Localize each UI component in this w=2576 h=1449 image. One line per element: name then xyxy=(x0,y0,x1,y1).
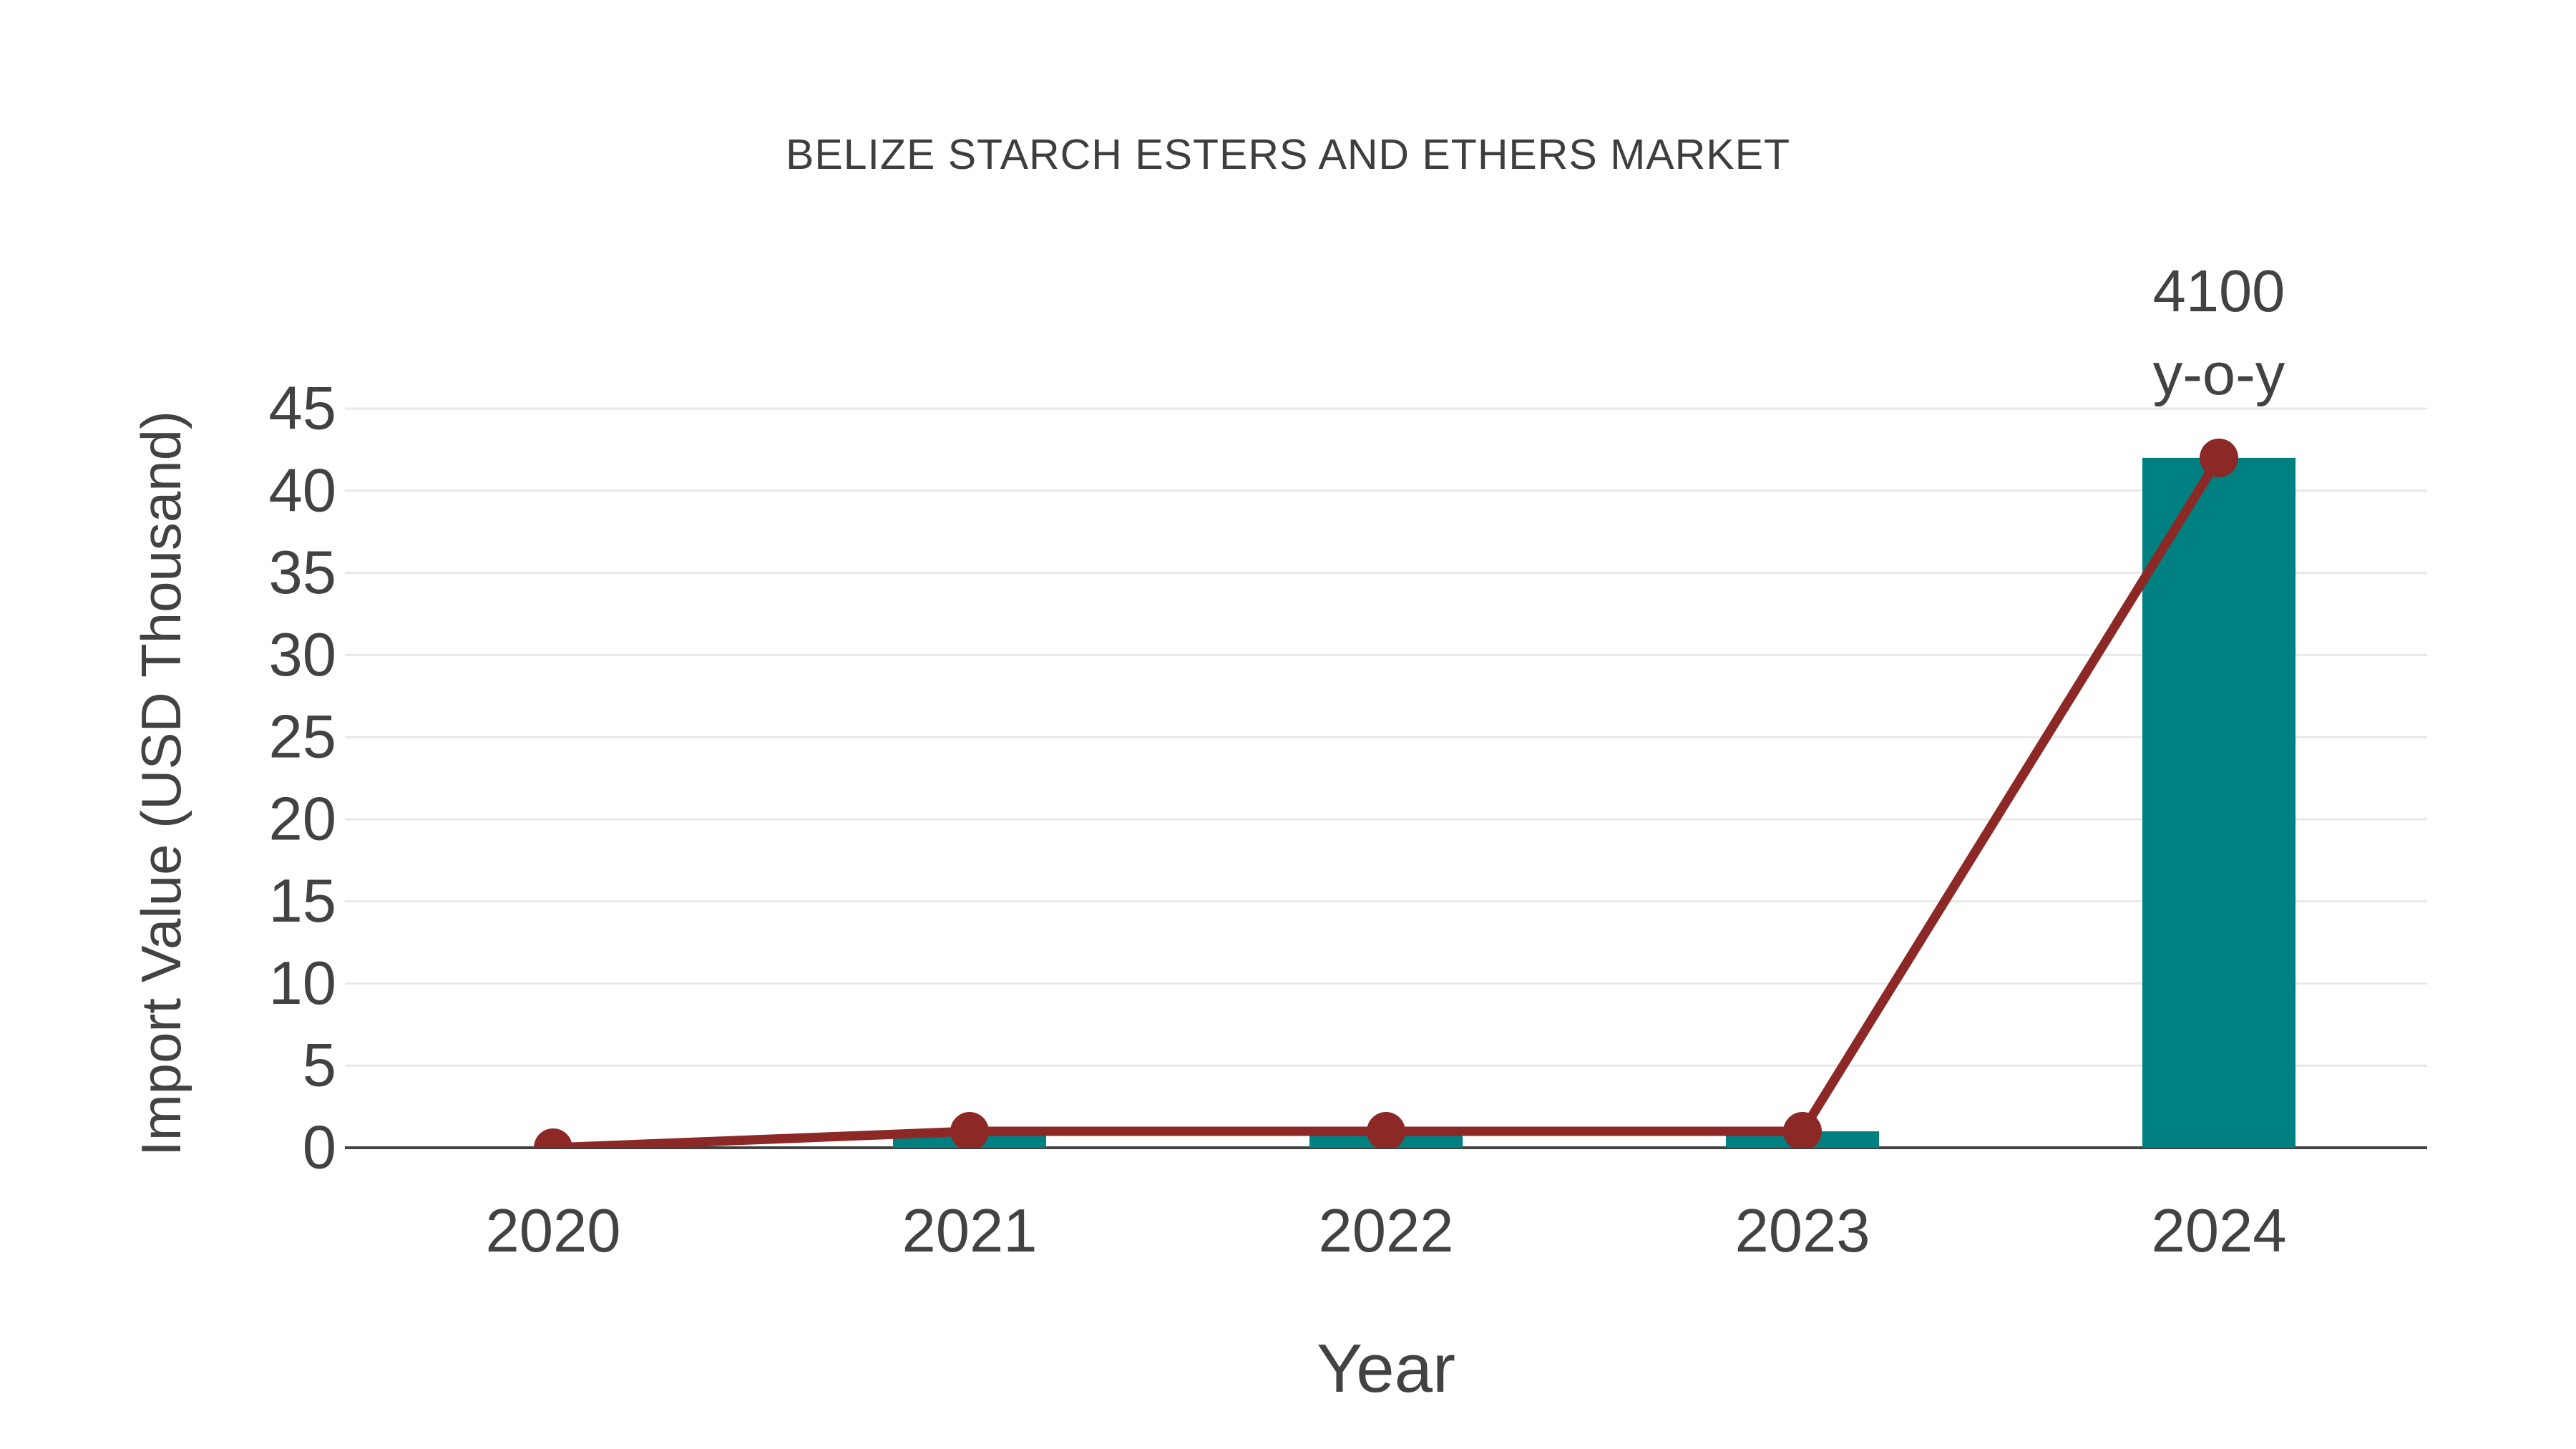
y-tick-label-10: 10 xyxy=(268,950,336,1018)
y-tick-label-20: 20 xyxy=(268,785,336,853)
y-tick-label-15: 15 xyxy=(268,867,336,935)
y-tick-label-45: 45 xyxy=(268,375,336,443)
x-tick-label-2022: 2022 xyxy=(1318,1197,1453,1265)
chart-title: BELIZE STARCH ESTERS AND ETHERS MARKET xyxy=(786,131,1790,178)
y-axis-title: Import Value (USD Thousand) xyxy=(130,411,192,1156)
y-tick-label-25: 25 xyxy=(268,703,336,771)
x-tick-label-2020: 2020 xyxy=(485,1197,620,1265)
y-tick-label-5: 5 xyxy=(303,1032,336,1100)
y-tick-label-40: 40 xyxy=(268,457,336,525)
trend-line xyxy=(552,455,2223,1148)
trend-marker-2024 xyxy=(2200,438,2238,477)
trend-marker-2021 xyxy=(950,1112,989,1148)
yoy-annotation-value: 4100 xyxy=(2152,258,2285,324)
x-tick-label-2021: 2021 xyxy=(902,1197,1037,1265)
x-axis-title: Year xyxy=(1317,1330,1455,1407)
y-tick-label-0: 0 xyxy=(303,1114,336,1182)
bar-2024 xyxy=(2142,457,2296,1148)
y-tick-label-30: 30 xyxy=(268,621,336,689)
y-tick-label-35: 35 xyxy=(268,539,336,607)
trend-marker-2020 xyxy=(534,1128,572,1148)
x-tick-label-2023: 2023 xyxy=(1735,1197,1870,1265)
yoy-annotation-label: y-o-y xyxy=(2152,341,2285,407)
yoy-annotation: 4100 y-o-y xyxy=(2153,250,2285,416)
trend-marker-2022 xyxy=(1367,1112,1405,1148)
trend-marker-2023 xyxy=(1783,1112,1822,1148)
x-tick-label-2024: 2024 xyxy=(2151,1197,2286,1265)
